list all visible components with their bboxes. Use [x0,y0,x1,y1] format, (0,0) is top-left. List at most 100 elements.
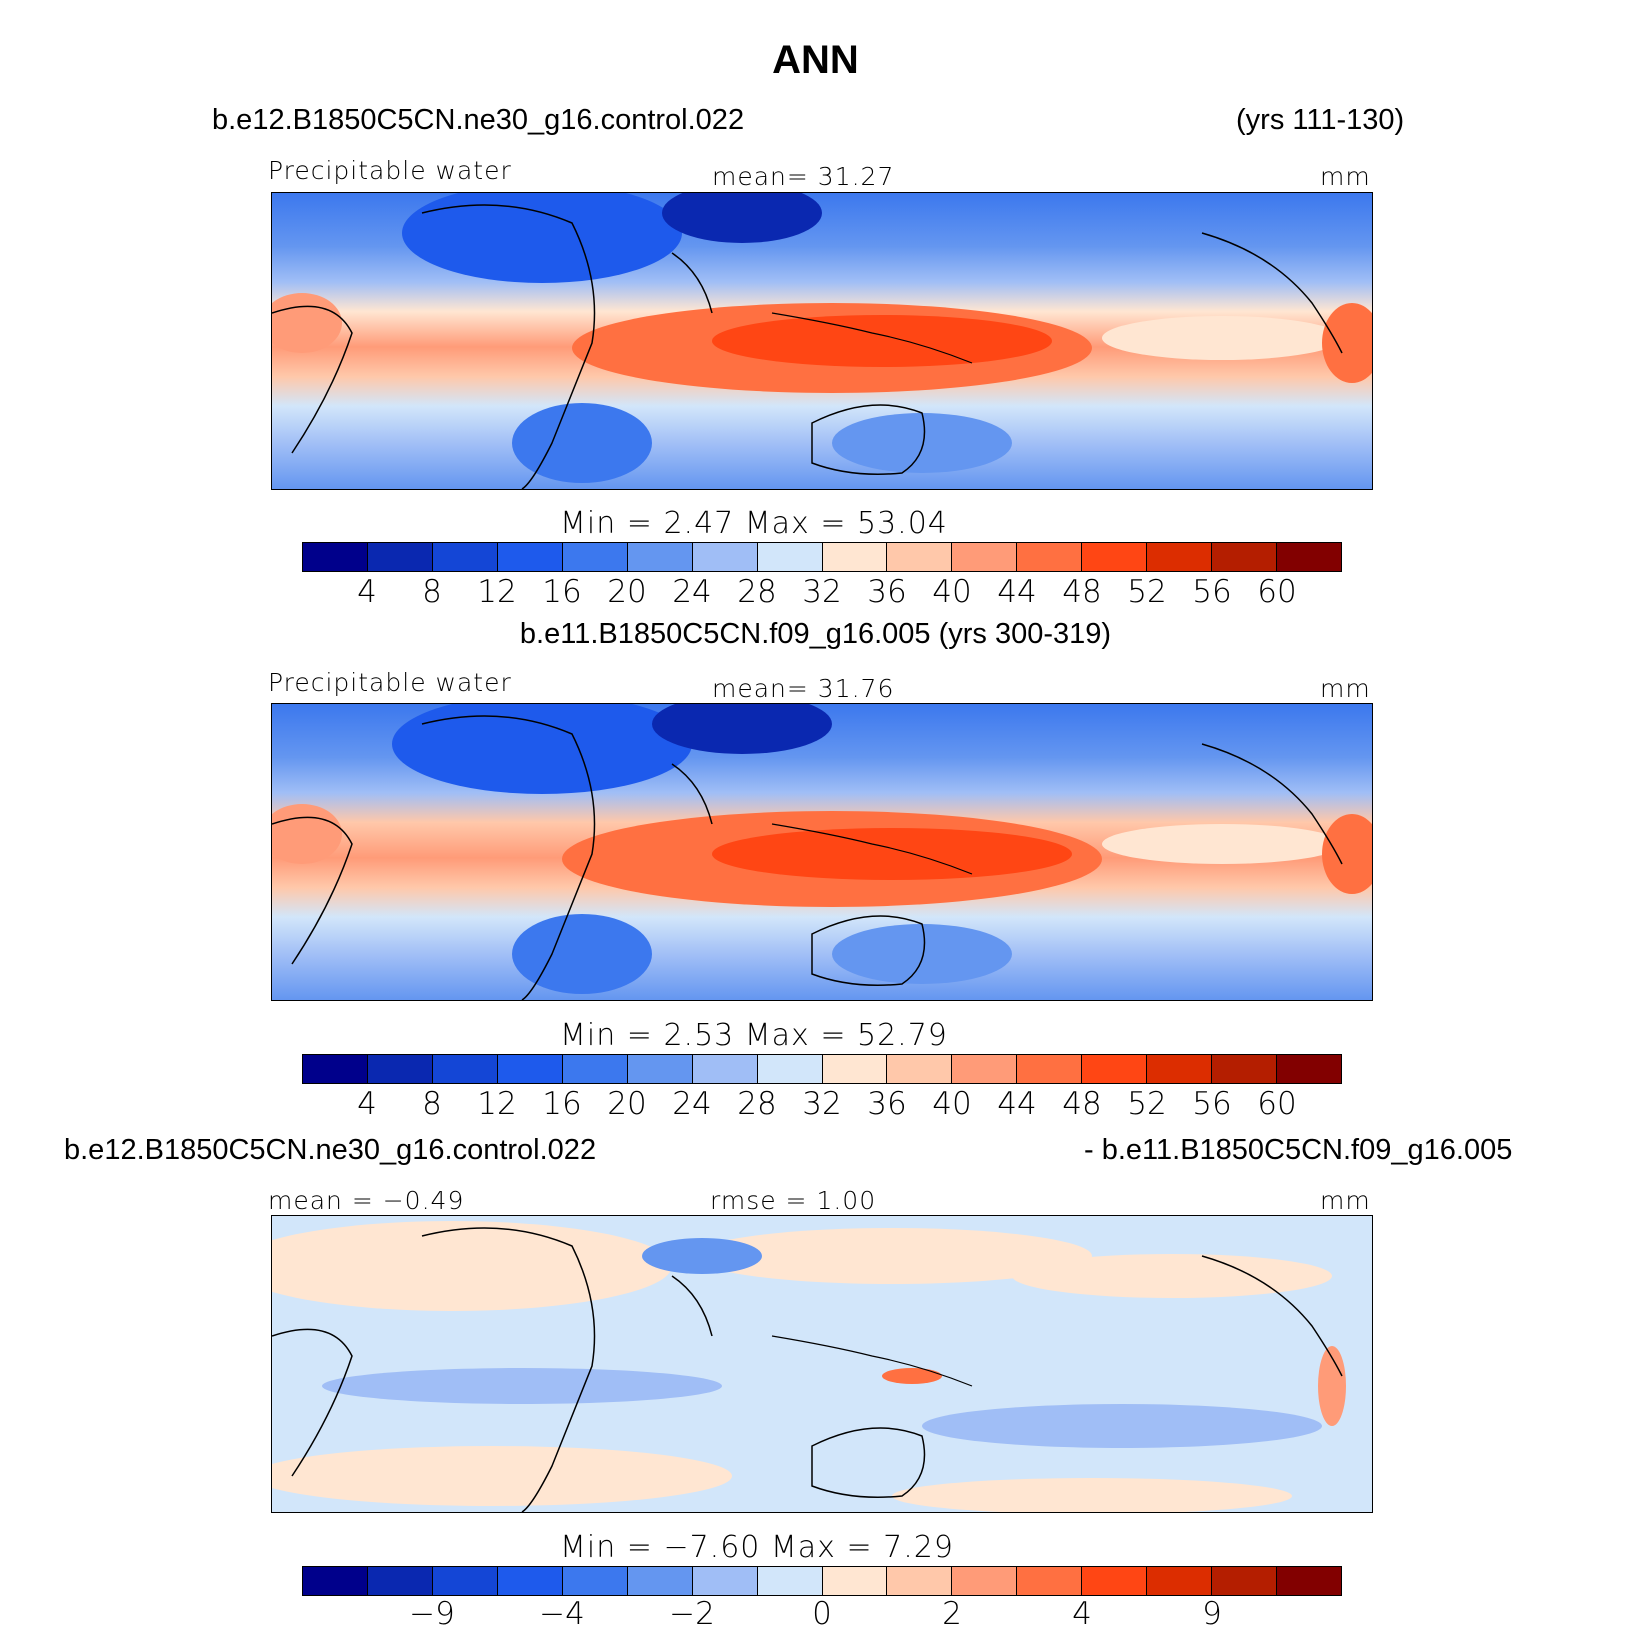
colorbar-swatch [627,1055,693,1083]
colorbar-tick-label: 12 [477,1086,517,1122]
panel2-colorbar-ticks: 4 8 12 16 20 24 28 32 36 40 44 48 52 56 60 [0,1086,1631,1126]
colorbar-swatch [887,543,953,571]
panel3-colorbar [302,1566,1342,1596]
panel3-case-right: - b.e11.B1850C5CN.f09_g16.005 [1084,1134,1513,1166]
colorbar-tick-label: 2 [942,1596,962,1632]
panel2-var-label: Precipitable water [268,668,512,697]
colorbar-tick-label: 8 [422,574,442,610]
colorbar-tick-label: −9 [409,1596,455,1632]
colorbar-tick-label: 9 [1202,1596,1222,1632]
colorbar-swatch [1277,1567,1341,1595]
panel1-var-label: Precipitable water [268,156,512,185]
colorbar-swatch [952,1055,1018,1083]
colorbar-swatch [497,1055,563,1083]
colorbar-swatch [692,1055,758,1083]
colorbar-tick-label: 48 [1062,574,1102,610]
colorbar-swatch [627,1567,693,1595]
colorbar-tick-label: 4 [357,574,377,610]
colorbar-tick-label: 32 [802,1086,842,1122]
colorbar-swatch [887,1055,953,1083]
panel1-case-right: (yrs 111-130) [1236,104,1405,136]
panel3-map [271,1215,1373,1513]
colorbar-swatch [822,1055,888,1083]
panel1-mean-label: mean= 31.27 [712,162,895,191]
colorbar-swatch [303,1567,368,1595]
colorbar-tick-label: 60 [1257,1086,1297,1122]
colorbar-tick-label: 40 [932,574,972,610]
colorbar-tick-label: 0 [812,1596,832,1632]
panel3-case-left: b.e12.B1850C5CN.ne30_g16.control.022 [64,1134,597,1166]
colorbar-tick-label: 52 [1127,574,1167,610]
panel1-colorbar [302,542,1342,572]
colorbar-swatch [822,1567,888,1595]
panel1-case-left: b.e12.B1850C5CN.ne30_g16.control.022 [212,104,745,136]
colorbar-swatch [757,543,823,571]
colorbar-swatch [1212,1567,1278,1595]
colorbar-swatch [367,543,433,571]
colorbar-swatch [757,1567,823,1595]
colorbar-swatch [497,1567,563,1595]
colorbar-tick-label: 36 [867,574,907,610]
colorbar-swatch [562,543,628,571]
colorbar-tick-label: 28 [737,1086,777,1122]
panel3-units: mm [1320,1186,1371,1215]
panel2-map-field [272,704,1372,1000]
colorbar-swatch [887,1567,953,1595]
colorbar-tick-label: 16 [542,574,582,610]
colorbar-swatch [1017,1055,1083,1083]
colorbar-swatch [1017,543,1083,571]
colorbar-tick-label: −4 [539,1596,585,1632]
panel2-colorbar [302,1054,1342,1084]
colorbar-tick-label: 4 [357,1086,377,1122]
panel1-colorbar-ticks: 4 8 12 16 20 24 28 32 36 40 44 48 52 56 60 [0,574,1631,614]
panel3-map-field [272,1216,1372,1512]
colorbar-tick-label: 44 [997,574,1037,610]
colorbar-swatch [692,543,758,571]
plot-title: ANN [772,38,859,82]
colorbar-swatch [432,543,498,571]
colorbar-swatch [303,543,368,571]
colorbar-swatch [1082,1055,1148,1083]
colorbar-swatch [562,1567,628,1595]
panel2-mean-label: mean= 31.76 [712,674,895,703]
colorbar-swatch [952,1567,1018,1595]
colorbar-swatch [1212,543,1278,571]
colorbar-swatch [1017,1567,1083,1595]
colorbar-swatch [303,1055,368,1083]
colorbar-swatch [627,543,693,571]
panel1-map [271,192,1373,490]
panel3-rmse-label: rmse = 1.00 [710,1186,877,1215]
colorbar-swatch [822,543,888,571]
panel2-map [271,703,1373,1001]
colorbar-tick-label: 36 [867,1086,907,1122]
colorbar-swatch [692,1567,758,1595]
colorbar-tick-label: 16 [542,1086,582,1122]
colorbar-tick-label: 56 [1192,574,1232,610]
panel3-mean-label: mean = −0.49 [268,1186,465,1215]
panel3-minmax: Min = −7.60 Max = 7.29 [560,1530,954,1565]
colorbar-tick-label: 48 [1062,1086,1102,1122]
panel2-case-center: b.e11.B1850C5CN.f09_g16.005 (yrs 300-319… [519,618,1112,650]
colorbar-swatch [1147,543,1213,571]
colorbar-swatch [367,1567,433,1595]
colorbar-swatch [952,543,1018,571]
panel2-units: mm [1320,674,1371,703]
colorbar-swatch [562,1055,628,1083]
panel1-minmax: Min = 2.47 Max = 53.04 [560,506,948,541]
colorbar-swatch [1277,543,1341,571]
colorbar-tick-label: 24 [672,1086,712,1122]
colorbar-tick-label: 52 [1127,1086,1167,1122]
colorbar-swatch [432,1567,498,1595]
colorbar-swatch [1147,1055,1213,1083]
colorbar-swatch [432,1055,498,1083]
colorbar-swatch [757,1055,823,1083]
colorbar-tick-label: 4 [1072,1596,1092,1632]
colorbar-swatch [1147,1567,1213,1595]
colorbar-tick-label: 12 [477,574,517,610]
colorbar-tick-label: 40 [932,1086,972,1122]
panel3-colorbar-ticks: −9 −4 −2 0 2 4 9 [0,1596,1631,1632]
colorbar-tick-label: 32 [802,574,842,610]
colorbar-tick-label: 56 [1192,1086,1232,1122]
colorbar-tick-label: 8 [422,1086,442,1122]
colorbar-tick-label: 28 [737,574,777,610]
